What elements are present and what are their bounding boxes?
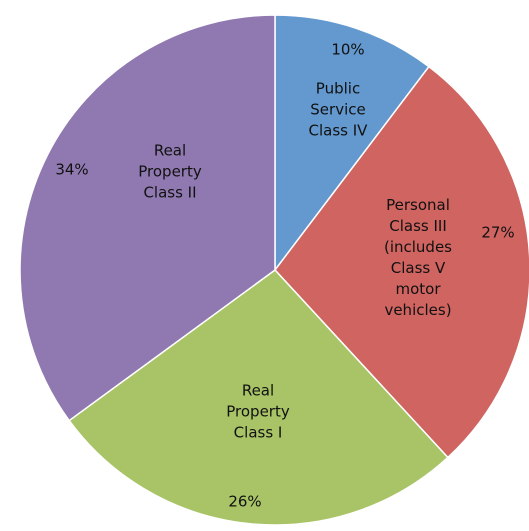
pie-slice (274, 14, 430, 273)
slice-percent: 27% (481, 223, 515, 242)
slice-name: Real Property Class I (226, 381, 290, 442)
pie-slice (274, 65, 529, 459)
slice-percent: 10% (331, 40, 365, 59)
slice-percent: 26% (228, 492, 262, 511)
pie-slice (68, 268, 449, 526)
slice-name: Personal Class III (includes Class V mot… (383, 196, 452, 319)
slice-name: Public Service Class IV (308, 79, 368, 140)
slice-percent: 34% (55, 160, 89, 179)
pie-slice (19, 14, 276, 422)
slice-name: Real Property Class II (138, 141, 202, 202)
